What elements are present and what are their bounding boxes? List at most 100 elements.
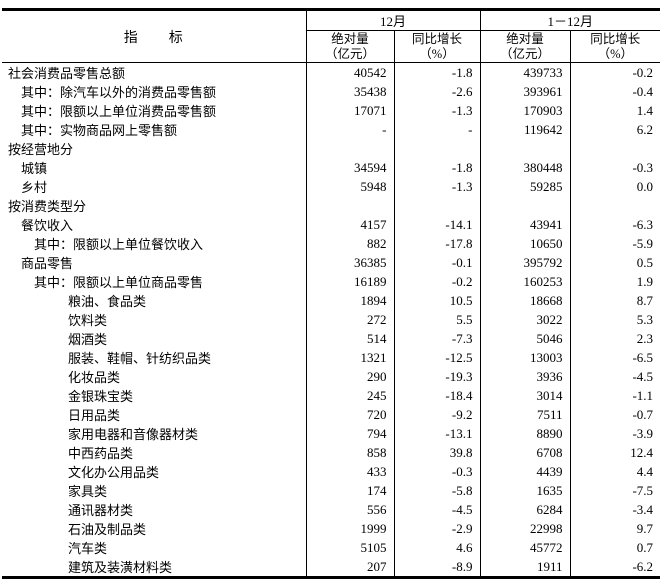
table-row: 餐饮收入 4157 -14.1 43941 -6.3 [2, 215, 661, 234]
table-row: 家用电器和音像器材类 794 -13.1 8890 -3.9 [2, 424, 661, 443]
subheader-line2: （亿元） [324, 46, 375, 61]
value-cell-absolute-dec: 17071 [305, 101, 394, 120]
indicator-cell: 金银珠宝类 [68, 389, 134, 404]
value-cell-absolute-dec: 556 [305, 500, 394, 519]
table-row: 其中：限额以上单位消费品零售额 17071 -1.3 170903 1.4 [2, 101, 661, 120]
value-cell-growth-dec: -17.8 [393, 234, 481, 253]
table-row: 文化办公用品类 433 -0.3 4439 4.4 [2, 462, 661, 481]
indicator-cell: 城镇 [21, 161, 48, 176]
value-cell-absolute-dec: 174 [305, 481, 394, 500]
table-row: 中西药品类 858 39.8 6708 12.4 [2, 443, 661, 462]
value-cell-absolute-jan-dec: 119642 [479, 120, 571, 139]
table-row: 其中：限额以上单位餐饮收入 882 -17.8 10650 -5.9 [2, 234, 661, 253]
value-cell-absolute-jan-dec: 13003 [479, 348, 571, 367]
subheader-growth-dec: 同比增长 （%） [393, 30, 481, 63]
table-row: 建筑及装潢材料类 207 -8.9 1911 -6.2 [2, 557, 661, 578]
table-row: 石油及制品类 1999 -2.9 22998 9.7 [2, 519, 661, 538]
value-cell-absolute-jan-dec: 10650 [479, 234, 571, 253]
table-row: 家具类 174 -5.8 1635 -7.5 [2, 481, 661, 500]
value-cell-absolute-dec: 514 [305, 329, 394, 348]
value-cell-absolute-dec: - [305, 120, 394, 139]
value-cell-growth-dec: 39.8 [393, 443, 481, 462]
table-row: 社会消费品零售总额 40542 -1.8 439733 -0.2 [2, 62, 661, 82]
value-cell-absolute-jan-dec [479, 139, 571, 158]
retail-sales-table-wrapper: 指 标 12月 1－12月 绝对量 （亿元） 同比增长 （%） 绝对量 （亿元） [2, 8, 661, 579]
value-cell-growth-jan-dec: -6.3 [569, 215, 661, 234]
subheader-line2: （%） [597, 46, 633, 61]
value-cell-growth-jan-dec: 0.5 [569, 253, 661, 272]
value-cell-growth-jan-dec: -6.2 [569, 557, 661, 578]
value-cell-growth-jan-dec: 4.4 [569, 462, 661, 481]
subheader-growth-jan-dec: 同比增长 （%） [569, 30, 661, 63]
table-row: 日用品类 720 -9.2 7511 -0.7 [2, 405, 661, 424]
subheader-line1: 同比增长 [590, 31, 641, 46]
indicator-cell: 日用品类 [68, 408, 121, 423]
indicator-cell: 按消费类型分 [8, 199, 87, 214]
value-cell-growth-jan-dec: 5.3 [569, 310, 661, 329]
table-row: 其中：除汽车以外的消费品零售额 35438 -2.6 393961 -0.4 [2, 82, 661, 101]
table-row: 汽车类 5105 4.6 45772 0.7 [2, 538, 661, 557]
indicator-cell: 通讯器材类 [68, 503, 134, 518]
value-cell-growth-dec: -12.5 [393, 348, 481, 367]
value-cell-absolute-jan-dec: 1635 [479, 481, 571, 500]
value-cell-absolute-dec: 4157 [305, 215, 394, 234]
value-cell-absolute-jan-dec: 439733 [479, 62, 571, 82]
value-cell-absolute-dec: 290 [305, 367, 394, 386]
indicator-cell: 文化办公用品类 [68, 465, 160, 480]
value-cell-growth-dec: 5.5 [393, 310, 481, 329]
value-cell-absolute-jan-dec: 45772 [479, 538, 571, 557]
value-cell-absolute-jan-dec: 22998 [479, 519, 571, 538]
indicator-cell: 石油及制品类 [68, 522, 147, 537]
indicator-cell: 中西药品类 [68, 446, 134, 461]
subheader-absolute-dec: 绝对量 （亿元） [305, 30, 394, 63]
value-cell-growth-dec: -9.2 [393, 405, 481, 424]
subheader-line2: （%） [419, 46, 455, 61]
value-cell-absolute-dec [305, 196, 394, 215]
indicator-cell: 其中：除汽车以外的消费品零售额 [21, 85, 217, 100]
value-cell-absolute-jan-dec: 6708 [479, 443, 571, 462]
value-cell-absolute-dec: 34594 [305, 158, 394, 177]
value-cell-growth-dec: 4.6 [393, 538, 481, 557]
table-row: 乡村 5948 -1.3 59285 0.0 [2, 177, 661, 196]
value-cell-absolute-jan-dec [479, 196, 571, 215]
value-cell-growth-jan-dec: -5.9 [569, 234, 661, 253]
value-cell-absolute-jan-dec: 6284 [479, 500, 571, 519]
value-cell-absolute-dec: 720 [305, 405, 394, 424]
table-row: 其中：实物商品网上零售额 - - 119642 6.2 [2, 120, 661, 139]
value-cell-growth-jan-dec: 2.3 [569, 329, 661, 348]
value-cell-growth-dec: -1.8 [393, 62, 481, 82]
value-cell-growth-dec: -2.9 [393, 519, 481, 538]
table-row: 烟酒类 514 -7.3 5046 2.3 [2, 329, 661, 348]
value-cell-absolute-dec: 882 [305, 234, 394, 253]
value-cell-growth-jan-dec: -3.9 [569, 424, 661, 443]
indicator-cell: 建筑及装潢材料类 [68, 560, 173, 575]
value-cell-absolute-jan-dec: 59285 [479, 177, 571, 196]
indicator-cell: 烟酒类 [68, 332, 108, 347]
indicator-cell: 汽车类 [68, 541, 108, 556]
value-cell-growth-jan-dec: -3.4 [569, 500, 661, 519]
value-cell-growth-jan-dec: -1.1 [569, 386, 661, 405]
value-cell-absolute-jan-dec: 18668 [479, 291, 571, 310]
header-group-row: 指 标 12月 1－12月 [2, 9, 661, 63]
subheader-line2: （亿元） [500, 46, 551, 61]
value-cell-growth-jan-dec: 0.7 [569, 538, 661, 557]
table-row: 按经营地分 [2, 139, 661, 158]
indicator-cell: 其中：限额以上单位商品零售 [34, 275, 204, 290]
value-cell-growth-jan-dec: -0.4 [569, 82, 661, 101]
table-row: 化妆品类 290 -19.3 3936 -4.5 [2, 367, 661, 386]
value-cell-growth-jan-dec: -6.5 [569, 348, 661, 367]
value-cell-absolute-dec: 5948 [305, 177, 394, 196]
indicator-cell: 家具类 [68, 484, 108, 499]
indicator-cell: 其中：实物商品网上零售额 [21, 123, 178, 138]
value-cell-absolute-jan-dec: 1911 [479, 557, 571, 578]
subheader-line1: 绝对量 [506, 31, 544, 46]
table-row: 饮料类 272 5.5 3022 5.3 [2, 310, 661, 329]
value-cell-absolute-jan-dec: 3936 [479, 367, 571, 386]
value-cell-growth-dec: -1.3 [393, 101, 481, 120]
value-cell-growth-dec: -2.6 [393, 82, 481, 101]
value-cell-growth-dec [393, 139, 481, 158]
value-cell-growth-dec: -13.1 [393, 424, 481, 443]
value-cell-absolute-dec [305, 139, 394, 158]
value-cell-growth-jan-dec: 0.0 [569, 177, 661, 196]
value-cell-absolute-jan-dec: 7511 [479, 405, 571, 424]
